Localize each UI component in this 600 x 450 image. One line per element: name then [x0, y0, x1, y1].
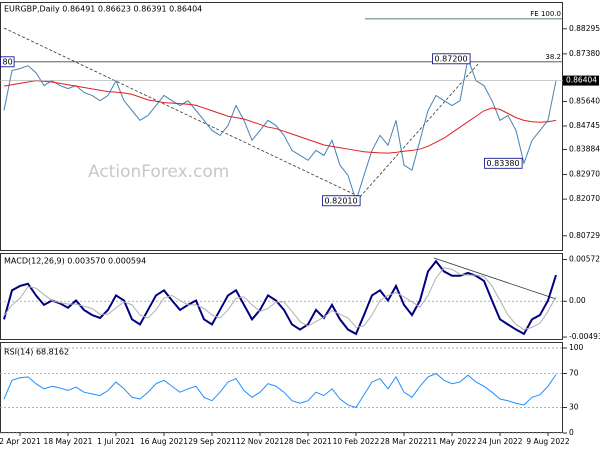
y-tick-label: 0.85640 [569, 96, 600, 105]
annotation-label: 0.87200 [435, 54, 468, 63]
x-tick-label: 16 Aug 2021 [140, 437, 188, 446]
level-label: FE 100.0 [530, 10, 561, 18]
series-line [3, 56, 557, 203]
annotation-label: 0.83380 [487, 159, 520, 168]
annotation-box [432, 53, 471, 65]
series-line [3, 80, 557, 154]
y-tick-label: 70 [569, 369, 579, 378]
x-tick-label: 24 Jun 2022 [477, 437, 522, 446]
x-tick-label: 10 Feb 2022 [333, 437, 380, 446]
x-tick-label: 29 Sep 2021 [188, 437, 236, 446]
x-tick-label: 28 Mar 2022 [380, 437, 428, 446]
rsi-panel [0, 342, 563, 433]
y-tick-label: 0.005729 [569, 255, 600, 264]
watermark: ActionForex.com [88, 162, 229, 182]
y-tick-label: 0.88295 [569, 24, 600, 33]
trend-line [359, 63, 479, 198]
y-tick-label: 100 [569, 343, 584, 352]
annotation-box [0, 56, 15, 68]
macd-title: MACD(12,26,9) 0.003570 0.000594 [4, 257, 146, 266]
y-tick-label: 0.82970 [569, 170, 600, 179]
trend-line [3, 27, 361, 198]
x-tick-label: 1 Jul 2021 [97, 437, 135, 446]
chart-title: EURGBP,Daily 0.86491 0.86623 0.86391 0.8… [4, 5, 202, 14]
y-tick-label: 0.00 [569, 296, 586, 305]
annotation-label: 0.82010 [325, 196, 358, 205]
series-line [3, 372, 557, 409]
series-line [3, 259, 557, 336]
level-label: 38.2 [545, 53, 561, 61]
y-tick-label: 0.84745 [569, 121, 600, 130]
macd-panel [0, 253, 563, 340]
y-tick-label: 0 [569, 428, 574, 437]
current-price-box [563, 75, 599, 86]
x-tick-label: 11 May 2022 [428, 437, 477, 446]
x-tick-label: 2 Apr 2021 [0, 437, 41, 446]
series-line [3, 267, 557, 331]
y-tick-label: 0.87380 [569, 49, 600, 58]
y-tick-label: 0.82070 [569, 194, 600, 203]
x-tick-label: 18 May 2021 [44, 437, 93, 446]
x-tick-label: 28 Dec 2021 [284, 437, 332, 446]
macd-trend-line [433, 257, 557, 300]
annotation-box [322, 195, 361, 207]
rsi-title: RSI(14) 68.8162 [4, 348, 69, 357]
annotation-box [484, 157, 523, 169]
current-price-label: 0.86404 [566, 76, 597, 85]
x-tick-label: 12 Nov 2021 [236, 437, 284, 446]
y-tick-label: 0.80729 [569, 231, 600, 240]
y-tick-label: 30 [569, 403, 579, 412]
annotation-label: 80 [3, 57, 13, 66]
x-tick-label: 9 Aug 2022 [526, 437, 569, 446]
y-tick-label: -0.00493 [569, 332, 600, 341]
y-tick-label: 0.83884 [569, 145, 600, 154]
price-panel [0, 2, 563, 251]
